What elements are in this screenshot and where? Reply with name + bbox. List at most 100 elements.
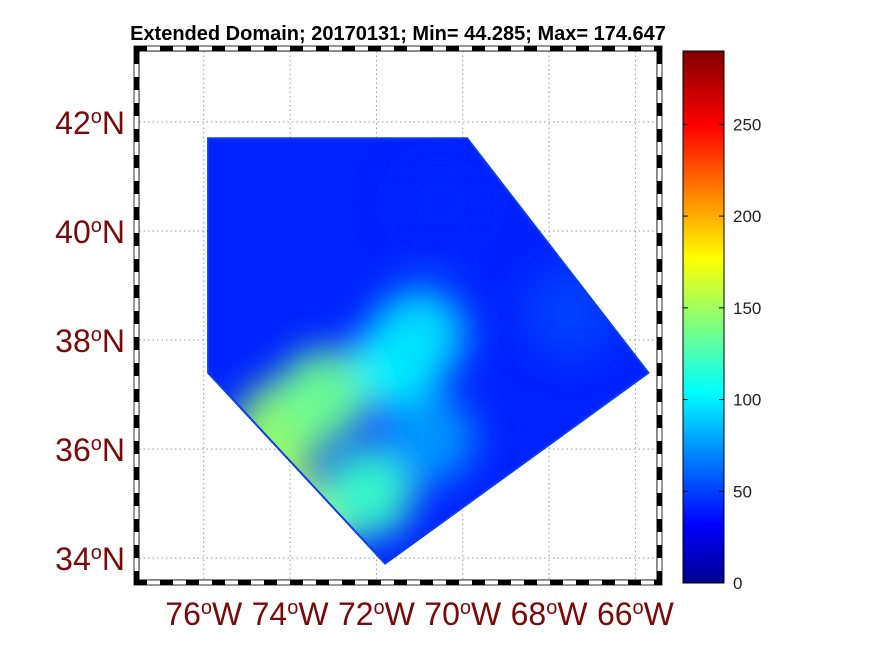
border-dash [134, 363, 139, 376]
lat-tick-degree-mark: o [91, 542, 102, 564]
lon-tick-hemisphere: W [557, 596, 588, 632]
lat-tick-degree-mark: o [91, 433, 102, 455]
field-feature [278, 348, 371, 441]
border-dash [657, 233, 662, 246]
border-dash [342, 46, 355, 51]
map-border [133, 45, 663, 586]
border-dash [657, 129, 662, 142]
field-feature [321, 446, 414, 539]
border-dash [134, 571, 139, 580]
border-dash [134, 311, 139, 324]
border-dash [657, 103, 662, 116]
border-dash [342, 580, 355, 585]
border-dash [316, 580, 329, 585]
border-dash [576, 46, 589, 51]
border-dash [212, 46, 225, 51]
border-dash [134, 467, 139, 480]
plot-area [133, 45, 663, 586]
border-dash [657, 207, 662, 220]
border-dash [472, 580, 485, 585]
border-dash [394, 46, 407, 51]
lon-tick-degrees: 68 [511, 596, 547, 632]
lat-tick-degrees: 34 [55, 541, 91, 577]
lat-tick-hemisphere: N [102, 432, 125, 468]
lat-tick-label: 38oN [55, 323, 125, 359]
border-dash [657, 51, 662, 64]
lat-tick-hemisphere: N [102, 105, 125, 141]
coastline-edge [207, 137, 650, 565]
colorbar-tick-label: 200 [733, 207, 761, 226]
border-dash [134, 233, 139, 246]
border-dash [657, 155, 662, 168]
border-dash [657, 519, 662, 532]
lon-tick-degrees: 66 [597, 596, 633, 632]
border-dash [524, 46, 537, 51]
border-dash [186, 46, 199, 51]
border-dash [290, 46, 303, 51]
lon-tick-label: 72oW [338, 596, 416, 632]
lat-tick-degree-mark: o [91, 106, 102, 128]
border-dash [134, 103, 139, 116]
chart-title: Extended Domain; 20170131; Min= 44.285; … [130, 23, 666, 45]
lon-tick-hemisphere: W [644, 596, 675, 632]
lat-tick-hemisphere: N [102, 541, 125, 577]
border-dash [657, 545, 662, 558]
border-dash [160, 580, 173, 585]
border-dash [134, 415, 139, 428]
lat-tick-degrees: 36 [55, 432, 91, 468]
border-dash [654, 580, 662, 585]
lon-tick-label: 74oW [252, 596, 330, 632]
border-dash [628, 580, 641, 585]
lon-tick-degrees: 72 [338, 596, 374, 632]
border-dash [134, 259, 139, 272]
lon-tick-degrees: 70 [424, 596, 460, 632]
border-dash [134, 46, 147, 51]
border-dash [160, 46, 173, 51]
lon-tick-hemisphere: W [471, 596, 502, 632]
border-dash [264, 46, 277, 51]
border-dash [134, 285, 139, 298]
border-dash [134, 493, 139, 506]
lat-tick-hemisphere: N [102, 323, 125, 359]
colorbar-tick-label: 0 [733, 574, 742, 593]
border-dash [134, 207, 139, 220]
border-dash [134, 441, 139, 454]
border-dash [134, 129, 139, 142]
border-dash [657, 311, 662, 324]
border-dash [134, 580, 147, 585]
border-dash [186, 580, 199, 585]
lat-tick-degrees: 38 [55, 323, 91, 359]
border-dash [602, 580, 615, 585]
border-dash [576, 580, 589, 585]
border-dash [264, 580, 277, 585]
border-dash [134, 181, 139, 194]
border-dash [368, 46, 381, 51]
border-dash [602, 46, 615, 51]
border-dash [290, 580, 303, 585]
border-dash [446, 580, 459, 585]
longitude-tick-labels: 76oW 74oW 72oW 70oW 68oW 66oW [165, 596, 674, 632]
border-dash [657, 337, 662, 350]
border-dash [134, 51, 139, 64]
lat-tick-label: 34oN [55, 541, 125, 577]
field-feature [395, 157, 488, 250]
border-dash [550, 580, 563, 585]
colorbar-tick-label: 250 [733, 115, 761, 134]
border-dash [420, 580, 433, 585]
lon-tick-label: 66oW [597, 596, 675, 632]
colorbar-ticks: 0 50 100 150 200 250 [683, 115, 761, 593]
border-dash [628, 46, 641, 51]
border-dash [420, 46, 433, 51]
border-dash [657, 571, 662, 580]
border-dash [472, 46, 485, 51]
lon-tick-label: 68oW [511, 596, 589, 632]
border-dash [134, 519, 139, 532]
lon-tick-hemisphere: W [385, 596, 416, 632]
lat-tick-degree-mark: o [91, 215, 102, 237]
border-dash [657, 363, 662, 376]
border-dash [657, 415, 662, 428]
lon-tick-degree-mark: o [546, 597, 557, 619]
colorbar-tick-label: 150 [733, 299, 761, 318]
